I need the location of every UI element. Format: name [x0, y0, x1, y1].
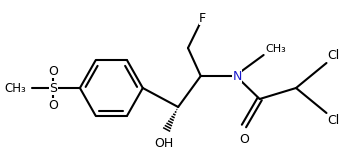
- Text: Cl: Cl: [328, 49, 340, 62]
- Text: O: O: [48, 99, 58, 112]
- Text: OH: OH: [154, 137, 173, 150]
- Text: S: S: [49, 81, 58, 95]
- Text: O: O: [239, 133, 249, 146]
- Text: N: N: [232, 70, 242, 82]
- Text: CH₃: CH₃: [265, 44, 286, 54]
- Text: O: O: [48, 65, 58, 77]
- Text: F: F: [199, 11, 206, 24]
- Text: Cl: Cl: [328, 114, 340, 127]
- Text: CH₃: CH₃: [4, 81, 26, 95]
